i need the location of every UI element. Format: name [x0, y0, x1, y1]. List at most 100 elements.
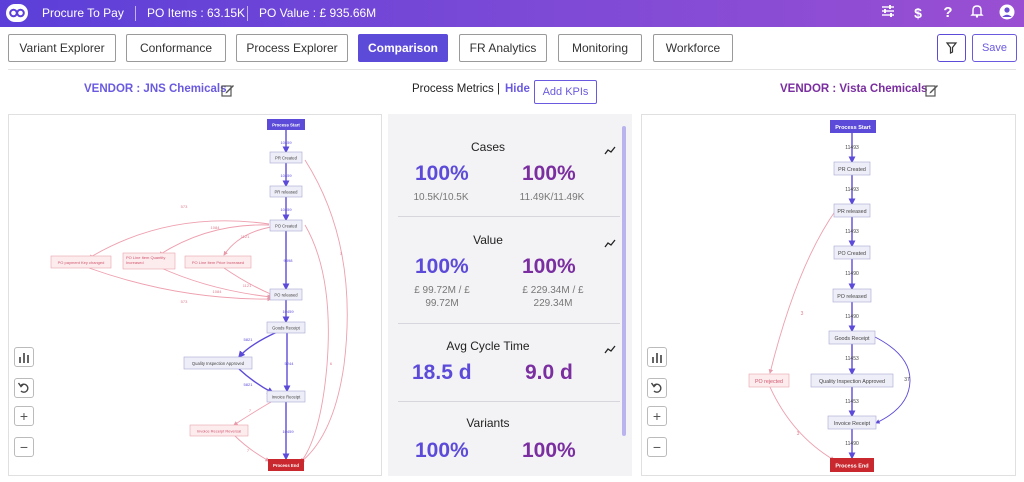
edge-label: 573 — [181, 204, 188, 209]
node-invoice-receipt-reversal[interactable] — [189, 424, 249, 437]
node-po-qty-increased[interactable] — [122, 252, 176, 270]
user-icon[interactable] — [998, 4, 1016, 22]
po-value-stat: PO Value : £ 935.66M — [259, 6, 377, 20]
node-process-end[interactable] — [268, 459, 304, 471]
metric-left-value: 18.5 d — [412, 361, 472, 384]
right-zoom-in-button[interactable]: + — [647, 406, 667, 426]
edge-label: 11453 — [845, 399, 859, 405]
node-po-price-increased[interactable] — [184, 255, 252, 269]
zoom-in-icon: + — [19, 408, 29, 424]
edge-label: 10459 — [282, 429, 294, 434]
left-process-map[interactable]: 10459 10459 10459 9898 10459 5821 5244 5… — [9, 115, 382, 476]
metrics-scrollbar[interactable] — [622, 126, 626, 436]
node-label: Invoice Receipt Reversal — [197, 429, 241, 434]
left-chart-button[interactable] — [14, 347, 34, 367]
header-divider — [8, 69, 1016, 70]
node-label: PO released — [274, 293, 298, 298]
trend-icon[interactable] — [604, 235, 616, 248]
node-process-start[interactable] — [830, 120, 876, 133]
metric-left-sub: 10.5K/10.5K — [413, 192, 469, 203]
trend-icon[interactable] — [604, 142, 616, 155]
node-pr-released[interactable] — [833, 203, 871, 218]
edge-label: 10459 — [280, 173, 292, 178]
edge-label: 3 — [797, 431, 800, 437]
filter-button[interactable] — [937, 34, 966, 62]
right-process-map[interactable]: 11493 11493 11493 11490 11490 11453 1145… — [642, 115, 1016, 476]
node-label-wrap: PO Line Item Quantity Increased — [126, 255, 165, 264]
metric-card-avg-cycle-time: Avg Cycle Time 18.5 d 9.0 d — [398, 324, 620, 402]
node-po-rejected[interactable] — [748, 373, 790, 388]
process-metrics-panel[interactable]: Cases 100% 100% 10.5K/10.5K 11.49K/11.49… — [388, 114, 632, 476]
tab-workforce[interactable]: Workforce — [653, 34, 733, 62]
trend-icon[interactable] — [604, 341, 616, 354]
node-goods-receipt[interactable] — [266, 321, 306, 334]
node-invoice-receipt[interactable] — [266, 390, 306, 403]
left-zoom-out-button[interactable]: − — [14, 437, 34, 457]
edit-left-vendor-icon[interactable] — [221, 83, 235, 97]
left-process-map-panel[interactable]: 10459 10459 10459 9898 10459 5821 5244 5… — [8, 114, 382, 476]
node-label: PR Created — [275, 156, 298, 161]
edge-label: 1084 — [213, 289, 223, 294]
tab-conformance[interactable]: Conformance — [126, 34, 226, 62]
add-kpis-button[interactable]: Add KPIs — [534, 80, 597, 104]
edge-label: 573 — [181, 299, 188, 304]
topbar-separator — [247, 6, 248, 21]
node-label: PO payment Key changed — [58, 260, 105, 265]
node-pr-created[interactable] — [833, 161, 871, 176]
left-reset-button[interactable] — [14, 378, 34, 398]
node-invoice-receipt[interactable] — [827, 415, 877, 430]
node-quality-inspection-approved[interactable] — [183, 356, 253, 370]
node-po-created[interactable] — [269, 219, 303, 232]
sliders-icon[interactable] — [879, 4, 897, 22]
metric-left-value: 100% — [415, 439, 469, 462]
node-po-payment-key-changed[interactable] — [50, 255, 112, 269]
node-pr-created[interactable] — [269, 151, 303, 164]
node-label: Process End — [273, 463, 299, 468]
tab-comparison[interactable]: Comparison — [358, 34, 448, 62]
node-label: PO Line Item Price Increased — [192, 260, 244, 265]
nav-row: Variant Explorer Conformance Process Exp… — [0, 27, 1024, 69]
dollar-icon[interactable]: $ — [914, 5, 922, 21]
node-label: Invoice Receipt — [834, 421, 871, 427]
zoom-out-icon: − — [19, 439, 29, 455]
node-po-created[interactable] — [833, 245, 871, 260]
node-quality-inspection-approved[interactable] — [810, 373, 894, 388]
metric-card-variants: Variants 100% 100% — [398, 402, 620, 476]
right-reset-button[interactable] — [647, 378, 667, 398]
node-process-start[interactable] — [267, 119, 305, 130]
reset-icon — [650, 382, 662, 393]
left-zoom-in-button[interactable]: + — [14, 406, 34, 426]
node-label: Goods Receipt — [834, 336, 870, 342]
tab-variant-explorer[interactable]: Variant Explorer — [8, 34, 116, 62]
right-zoom-out-button[interactable]: − — [647, 437, 667, 457]
edge-label: 10459 — [280, 207, 292, 212]
tab-fr-analytics[interactable]: FR Analytics — [459, 34, 547, 62]
node-label: Invoice Receipt — [272, 395, 301, 400]
po-items-stat: PO Items : 63.15K — [147, 6, 246, 20]
node-goods-receipt[interactable] — [828, 330, 876, 345]
hide-metrics-link[interactable]: Hide — [505, 83, 530, 95]
edge-label: 10459 — [282, 309, 294, 314]
bell-icon[interactable] — [968, 4, 986, 22]
edge-label: 5821 — [244, 382, 254, 387]
save-button[interactable]: Save — [972, 34, 1017, 62]
chart-icon — [652, 353, 662, 363]
node-label: Process Start — [835, 125, 871, 131]
right-chart-button[interactable] — [647, 347, 667, 367]
edge-label: 5244 — [285, 361, 295, 366]
help-icon[interactable]: ? — [943, 4, 953, 21]
node-pr-released[interactable] — [269, 185, 303, 198]
node-po-released[interactable] — [832, 288, 872, 303]
app-logo-icon[interactable] — [6, 4, 28, 22]
node-po-released[interactable] — [269, 288, 303, 301]
tab-monitoring[interactable]: Monitoring — [558, 34, 642, 62]
edge-label: 11490 — [845, 441, 859, 447]
right-process-map-panel[interactable]: 11493 11493 11493 11490 11490 11453 1145… — [641, 114, 1016, 476]
edge-label: 11493 — [845, 145, 859, 151]
node-label: Process End — [835, 464, 868, 470]
edit-right-vendor-icon[interactable] — [925, 83, 939, 97]
tab-process-explorer[interactable]: Process Explorer — [236, 34, 348, 62]
edge-label: 3 — [340, 251, 343, 256]
metric-title: Cases — [470, 140, 505, 154]
node-process-end[interactable] — [830, 458, 874, 472]
